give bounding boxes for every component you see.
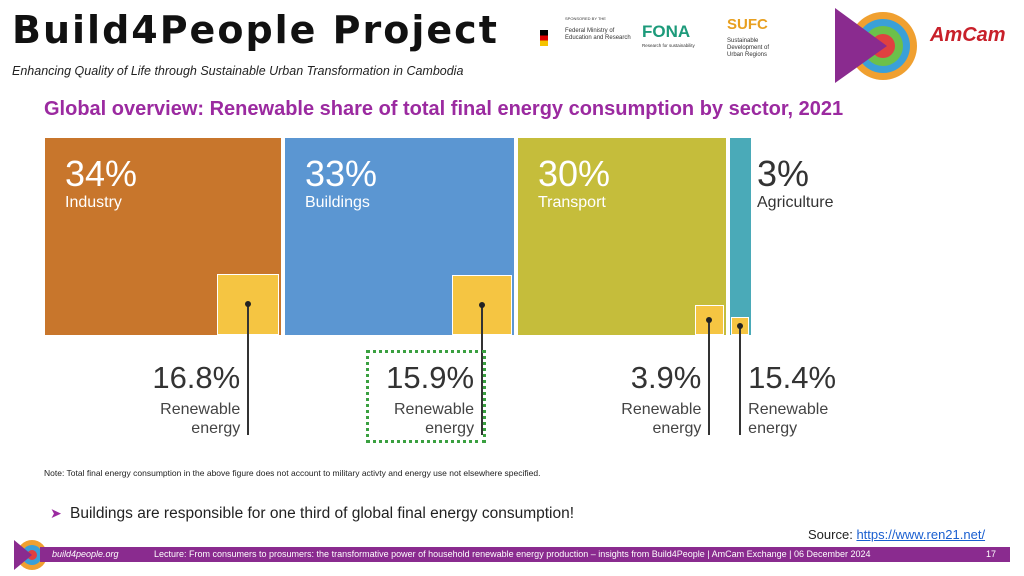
renewable-label: Renewable energy [748,401,829,437]
sector-share: 34% [65,153,138,194]
footer-lecture: Lecture: From consumers to prosumers: th… [154,549,871,559]
leader-line [481,305,484,435]
sector-block [730,138,751,335]
source-link[interactable]: https://www.ren21.net/ [856,527,986,542]
sponsor-caption: SPONSORED BY THE [565,16,606,21]
renewable-value: 15.9% [386,360,475,395]
sector-name: Transport [537,194,606,211]
renewable-value: 16.8% [152,360,241,395]
project-logo [835,8,917,83]
fona-caption: Research for sustainability [642,43,695,48]
bullet-text: Buildings are responsible for one third … [70,505,575,522]
footer-site: build4people.org [52,549,119,559]
renewable-value: 15.4% [748,360,837,395]
highlight-box [366,350,486,443]
footer-logo [14,540,47,570]
sector-share: 33% [304,153,378,194]
ministry-name: Federal Ministry of Education and Resear… [565,28,631,41]
footer-bar: build4people.org Lecture: From consumers… [40,547,1010,562]
renewable-label: Renewable energy [621,401,702,437]
renewable-label: Renewable energy [394,401,475,437]
amcam-logo: AmCam [930,24,1006,46]
source-label: Source: [808,527,853,542]
sector-share: 3% [757,153,810,194]
leader-dot [479,302,486,309]
slide-subtitle: Enhancing Quality of Life through Sustai… [12,64,464,78]
chart-title: Global overview: Renewable share of tota… [44,98,844,120]
sector-share: 30% [537,153,611,194]
renewable-value: 3.9% [630,360,702,395]
leader-dot [245,301,252,308]
leader-line [708,320,711,435]
sector-name: Industry [65,194,122,211]
flag-icon [540,30,548,46]
renewable-label: Renewable energy [160,401,241,437]
chart-note: Note: Total final energy consumption in … [44,468,541,478]
fona-logo: FONA [642,22,691,41]
slide-title: Build4People Project [12,8,499,52]
leader-dot [737,323,744,329]
sufc-caption: Sustainable Development of Urban Regions [727,38,770,58]
sector-block [517,138,727,335]
page-number: 17 [986,549,997,559]
sector-name: Agriculture [757,194,834,211]
leader-line [247,304,250,435]
leader-dot [706,317,713,324]
sector-name: Buildings [304,194,370,211]
bullet-arrow: ➤ [50,505,62,521]
source: Source: https://www.ren21.net/ [808,527,985,542]
sufc-logo: SUFC [727,16,768,33]
leader-line [739,326,742,435]
